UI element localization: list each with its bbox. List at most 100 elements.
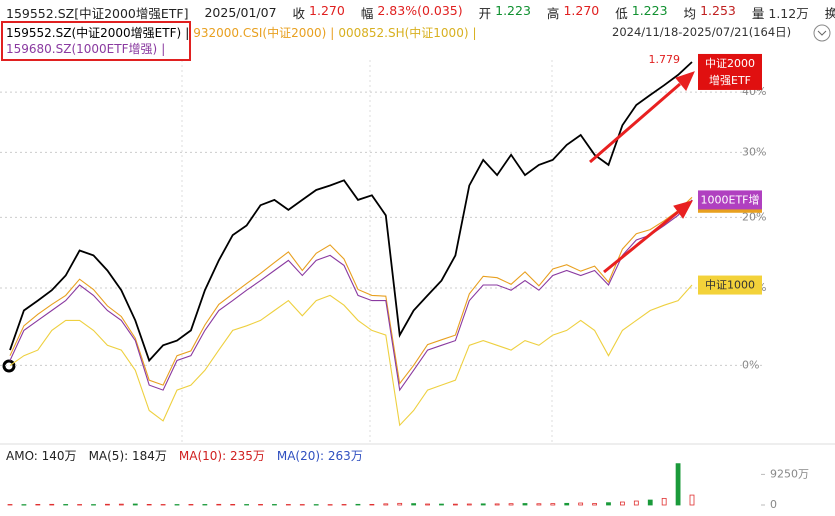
- volume-bar: [578, 502, 584, 506]
- volume-bar: [508, 503, 514, 506]
- volume-bar: [230, 504, 236, 506]
- volume-bar: [146, 504, 152, 506]
- indicator: MA(10): 235万: [178, 449, 265, 463]
- arrow-head: [675, 71, 695, 91]
- volume-bar: [7, 504, 13, 506]
- legend: 159680.SZ(1000ETF增强) |: [6, 40, 165, 57]
- volume-bar: [105, 503, 110, 506]
- volume-bar: [35, 504, 41, 506]
- field-label: 收: [292, 6, 306, 21]
- volume-bar: [160, 504, 166, 506]
- quote-field: 量 1.12万: [752, 3, 809, 22]
- legend-entry: 932000.CSI(中证2000): [193, 26, 327, 40]
- volume-bar: [244, 504, 250, 506]
- y-tick-label: 9250万: [770, 467, 809, 480]
- legend-separator: |: [161, 41, 166, 56]
- volume-bar: [202, 504, 208, 506]
- field-label: 幅: [360, 6, 374, 21]
- volume-bar: [188, 504, 194, 506]
- arrow-head: [673, 200, 693, 219]
- volume-bar: [327, 504, 333, 506]
- volume-bar: [620, 501, 625, 506]
- legend-separator: |: [472, 25, 477, 40]
- arrow: [589, 82, 681, 164]
- field-value: 1.253: [700, 3, 736, 18]
- volume-bar: [49, 503, 55, 506]
- quote-field: 高 1.270: [547, 3, 599, 22]
- dropdown-chevron: [817, 30, 827, 36]
- volume-bar: [258, 504, 263, 506]
- end-label-box: [698, 190, 762, 210]
- end-label: 中证1000: [705, 279, 755, 292]
- volume-bar: [494, 503, 500, 506]
- legend-highlight: [1, 21, 191, 61]
- volume-bar: [647, 499, 653, 506]
- volume-bar: [452, 503, 458, 506]
- volume-bar: [689, 494, 695, 506]
- start-marker: [2, 359, 16, 373]
- end-label: 增强ETF: [709, 73, 751, 87]
- plot: 0%10%20%30%40%中证20001000ETF增中证1000中证2000…: [0, 53, 809, 511]
- legend-entry: 159552.SZ(中证2000增强ETF): [6, 26, 182, 40]
- volume-bar: [661, 497, 667, 506]
- volume-bar: [299, 504, 305, 506]
- dropdown-icon[interactable]: [813, 24, 831, 42]
- volume-bar: [466, 503, 472, 506]
- series-line: [9, 199, 693, 392]
- y-tick-label: 0: [770, 498, 777, 511]
- indicator: AMO: 140万: [6, 449, 77, 463]
- volume-bar: [606, 502, 611, 506]
- volume-bar: [564, 502, 570, 506]
- volume-bar: [285, 504, 291, 506]
- field-value: 2.83%(0.035): [377, 3, 463, 18]
- field-value: 1.270: [309, 3, 345, 18]
- date-range: 2024/11/18-2025/07/21(164日): [612, 25, 792, 39]
- quote-field: 收 1.270: [293, 3, 345, 22]
- volume-bar: [118, 503, 124, 506]
- field-label: 高: [546, 6, 560, 21]
- volume-bar: [675, 463, 681, 506]
- volume-bar: [383, 503, 389, 506]
- quote-field: 幅 2.83%(0.035): [361, 3, 463, 22]
- series-line: [9, 284, 693, 427]
- legend-entry: 000852.SH(中证1000): [338, 26, 469, 40]
- volume-bar: [633, 500, 639, 506]
- legend-separator: |: [330, 25, 335, 40]
- arrow: [603, 210, 679, 274]
- end-label-box: [698, 275, 762, 295]
- volume-bar: [439, 503, 444, 506]
- volume-indicators: AMO: 140万 MA(5): 184万 MA(10): 235万 MA(20): …: [6, 447, 363, 464]
- volume-bar: [425, 503, 430, 506]
- legend: 159552.SZ(中证2000增强ETF) | 932000.CSI(中证2000…: [6, 24, 477, 41]
- volume-bar: [411, 503, 417, 506]
- end-label: 1000ETF增: [701, 192, 760, 206]
- y-tick-label: 20%: [742, 210, 766, 223]
- volume-bar: [355, 503, 361, 506]
- volume-bar: [592, 503, 597, 506]
- indicator: MA(20): 263万: [276, 449, 363, 463]
- volume-bar: [313, 504, 319, 506]
- volume-bar: [397, 502, 403, 506]
- quote-field: 均 1.253: [684, 3, 736, 22]
- field-value: 1.223: [631, 3, 668, 18]
- quote-header: 159552.SZ[中证2000增强ETF] 2025/01/07 收 1.270…: [6, 3, 835, 22]
- volume-bar: [216, 503, 222, 506]
- volume-bar: [536, 503, 542, 506]
- volume-bar: [480, 503, 486, 506]
- volume-bar: [550, 503, 556, 506]
- field-label: 开: [478, 6, 492, 21]
- end-label: 中证2000: [705, 57, 755, 70]
- volume-bar: [369, 504, 375, 506]
- volume-bar: [272, 504, 277, 506]
- series-line: [9, 196, 693, 386]
- volume-bar: [132, 503, 138, 506]
- field-value: 1.223: [495, 3, 531, 18]
- price-label: 1.779: [649, 53, 681, 66]
- field-label: 量: [751, 6, 765, 21]
- series-line: [9, 61, 693, 363]
- volume-bar: [21, 504, 27, 506]
- quote-field: 低 1.223: [615, 3, 667, 22]
- legend-entry: 159680.SZ(1000ETF增强): [6, 42, 158, 56]
- field-label: 低: [615, 6, 628, 21]
